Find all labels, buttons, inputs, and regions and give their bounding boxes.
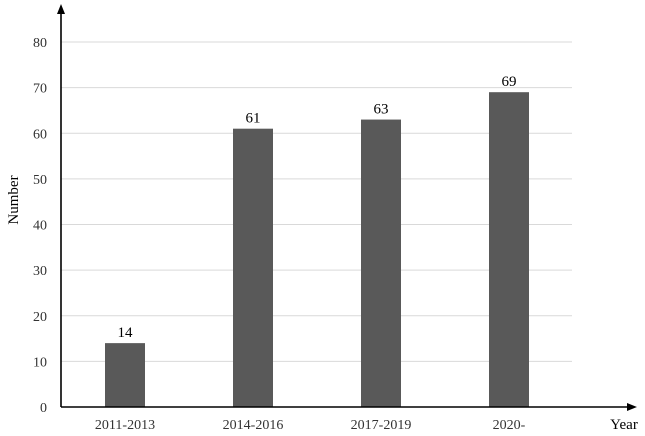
data-label-2020-: 69 <box>502 74 517 90</box>
y-tick-label-70: 70 <box>33 82 47 97</box>
data-label-2011-2013: 14 <box>118 325 134 341</box>
x-tick-label-2017-2019: 2017-2019 <box>351 418 412 433</box>
x-tick-label-2020-: 2020- <box>493 418 526 433</box>
y-tick-label-60: 60 <box>33 127 47 142</box>
data-label-2014-2016: 61 <box>246 111 261 127</box>
y-tick-label-50: 50 <box>33 173 47 188</box>
gridlines <box>61 41 572 362</box>
bar-2014-2016 <box>233 128 273 407</box>
y-axis-ticks: 0 10 20 30 40 50 60 70 80 <box>33 36 47 416</box>
y-tick-label-80: 80 <box>33 36 47 51</box>
y-tick-label-20: 20 <box>33 310 47 325</box>
x-axis-ticks: 2011-2013 2014-2016 2017-2019 2020- <box>95 418 526 433</box>
y-tick-label-0: 0 <box>40 401 47 416</box>
x-tick-label-2011-2013: 2011-2013 <box>95 418 155 433</box>
y-axis-title: Number <box>6 175 22 224</box>
data-labels: 14 61 63 69 <box>118 74 517 341</box>
bars <box>105 92 529 407</box>
y-axis-arrowhead <box>57 4 65 14</box>
bar-2011-2013 <box>105 343 145 407</box>
x-tick-label-2014-2016: 2014-2016 <box>223 418 284 433</box>
bar-2020- <box>489 92 529 407</box>
y-tick-label-10: 10 <box>33 355 47 370</box>
y-tick-label-30: 30 <box>33 264 47 279</box>
x-axis-arrowhead <box>627 403 637 411</box>
bar-2017-2019 <box>361 119 401 407</box>
y-tick-label-40: 40 <box>33 219 47 234</box>
x-axis-title: Year <box>610 417 638 433</box>
data-label-2017-2019: 63 <box>374 102 389 118</box>
